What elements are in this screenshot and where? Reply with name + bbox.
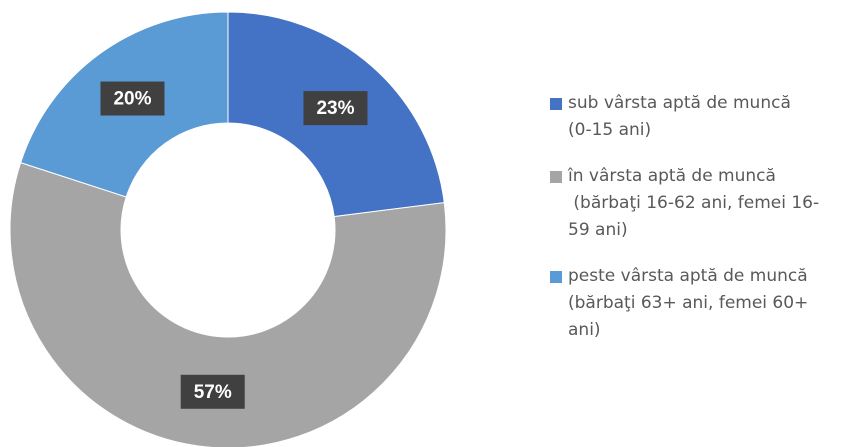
legend-item: în vârsta aptă de muncă (bărbaţi 16-62 a… [548, 163, 850, 244]
value-label: 57% [194, 382, 232, 403]
legend-swatch [550, 271, 562, 283]
donut-slice [9, 162, 447, 447]
legend-label: peste vârsta aptă de muncă (bărbaţi 63+ … [568, 266, 809, 340]
legend-label: în vârsta aptă de muncă (bărbaţi 16-62 a… [568, 166, 820, 240]
legend-item: peste vârsta aptă de muncă (bărbaţi 63+ … [548, 263, 850, 344]
legend-item: sub vârsta aptă de muncă (0-15 ani) [548, 90, 850, 144]
value-label: 23% [316, 98, 354, 119]
value-label-box [303, 91, 368, 126]
legend-label: sub vârsta aptă de muncă (0-15 ani) [568, 93, 791, 140]
legend-swatch [550, 98, 562, 110]
legend: sub vârsta aptă de muncă (0-15 ani) în vâ… [548, 90, 850, 363]
value-label-box [180, 374, 245, 409]
value-label-box [100, 81, 165, 116]
value-label: 20% [113, 89, 151, 110]
legend-swatch [550, 171, 562, 183]
